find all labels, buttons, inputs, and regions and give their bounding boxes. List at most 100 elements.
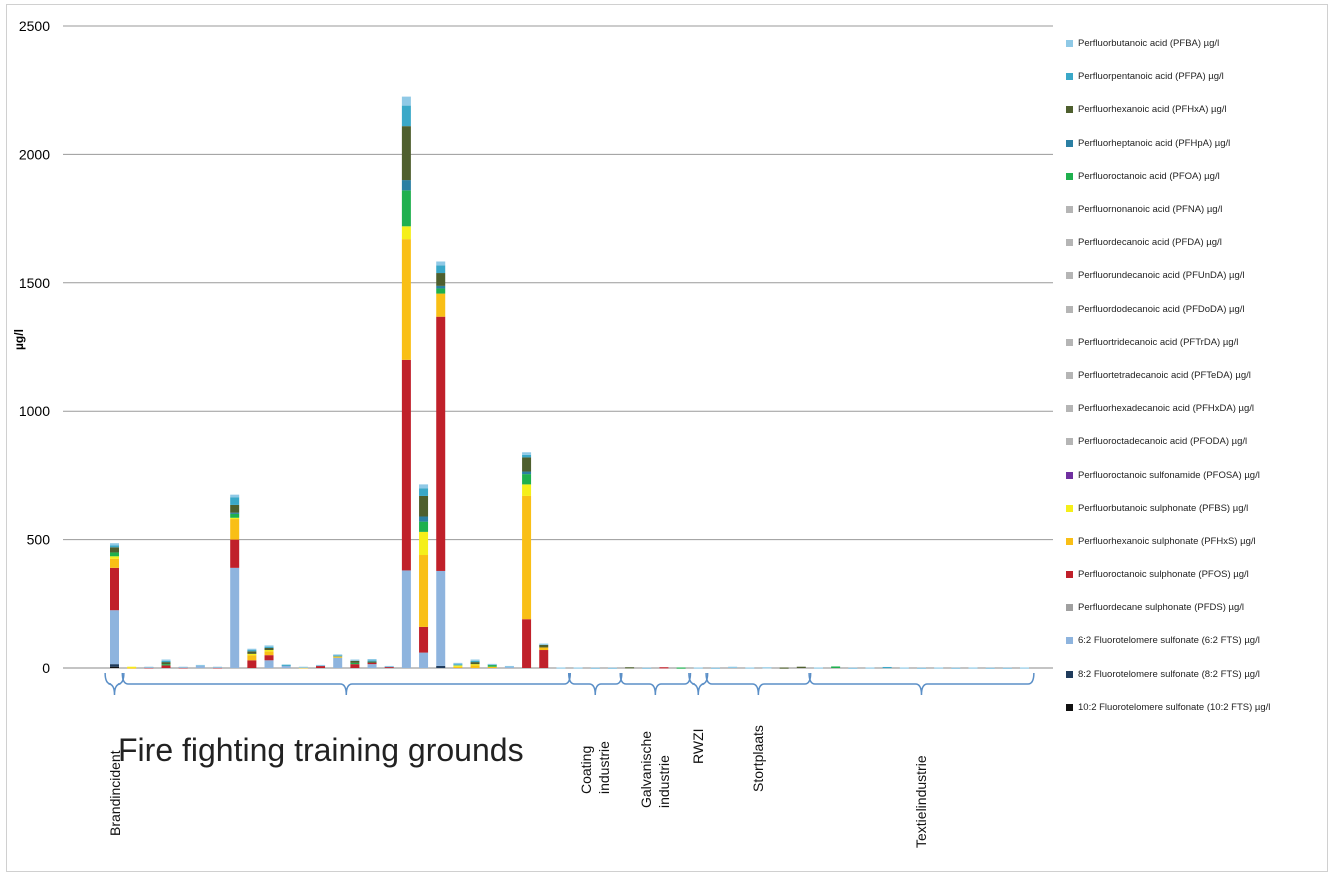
bar-stack: [728, 666, 738, 668]
bar-stack: [178, 666, 188, 669]
group-label-fire-fighting: Fire fighting training grounds: [118, 732, 524, 768]
legend-item: 10:2 Fluorotelomere sulfonate (10:2 FTS)…: [1066, 691, 1328, 724]
group-label: RWZI: [690, 728, 707, 764]
bar-segment: [436, 285, 446, 289]
bar-stack: [779, 667, 789, 669]
group-brace: [619, 672, 692, 696]
bar-segment: [401, 180, 411, 191]
legend-label: Perfluorundecanoic acid (PFUnDA) µg/l: [1078, 270, 1245, 282]
bar-segment: [401, 105, 411, 127]
group-brace: [104, 672, 125, 696]
bar-stack: [710, 667, 720, 669]
bar-segment: [350, 659, 360, 661]
legend-swatch: [1066, 537, 1073, 545]
bar-stack: [195, 664, 205, 668]
bar-stack: [470, 659, 480, 668]
bar-stack: [316, 664, 326, 668]
bar-segment: [110, 547, 119, 553]
bar-stack: [453, 662, 463, 668]
bar-segment: [264, 645, 274, 647]
y-axis-label: µg/l: [12, 329, 26, 350]
bar-stack: [1002, 667, 1012, 669]
bar-segment: [110, 556, 119, 559]
bar-segment: [419, 652, 429, 668]
legend-item: Perfluoroctanoic acid (PFOA) µg/l: [1066, 160, 1328, 193]
y-tick-label: 1000: [19, 403, 50, 419]
bar-segment: [264, 660, 274, 668]
bar-segment: [350, 662, 360, 665]
bar-stack: [796, 666, 806, 668]
bar-segment: [247, 653, 257, 656]
bar-segment: [161, 662, 171, 665]
legend-swatch: [1066, 305, 1073, 313]
bar-segment: [213, 666, 223, 668]
bar-segment: [110, 664, 119, 667]
legend-label: Perfluorbutanoic sulphonate (PFBS) µg/l: [1078, 502, 1249, 514]
bar-segment: [230, 512, 240, 514]
y-tick-label: 2500: [19, 18, 50, 34]
bar-segment: [419, 516, 429, 522]
bar-stack: [504, 665, 514, 668]
bar-segment: [110, 545, 119, 548]
legend-swatch: [1066, 604, 1073, 612]
bar-segment: [110, 543, 119, 546]
bar-segment: [316, 664, 326, 667]
bar-segment: [264, 651, 274, 656]
bar-stack: [968, 667, 978, 669]
bar-segment: [367, 664, 377, 668]
legend-swatch: [1066, 438, 1073, 446]
bar-segment: [110, 567, 119, 611]
bar-segment: [607, 667, 617, 669]
legend-swatch: [1066, 637, 1073, 645]
bar-segment: [865, 667, 875, 669]
legend-swatch: [1066, 471, 1073, 479]
bar-segment: [453, 665, 463, 667]
bar-segment: [195, 664, 205, 667]
bar-segment: [504, 666, 514, 668]
bar-segment: [144, 666, 154, 668]
bar-segment: [522, 452, 532, 455]
legend-label: Perfluoroctanoic sulphonate (PFOS) µg/l: [1078, 569, 1249, 581]
group-brace: [688, 672, 709, 696]
legend-item: Perfluorhexadecanoic acid (PFHxDA) µg/l: [1066, 392, 1328, 425]
legend-item: Perfluoroctanoic sulfonamide (PFOSA) µg/…: [1066, 458, 1328, 491]
bar-stack: [350, 659, 360, 668]
bar-stack: [985, 667, 995, 669]
bar-segment: [470, 659, 480, 661]
legend-label: 8:2 Fluorotelomere sulfonate (8:2 FTS) µ…: [1078, 668, 1260, 680]
bar-segment: [710, 667, 720, 669]
bar-segment: [384, 665, 394, 668]
bar-segment: [522, 457, 532, 472]
bar-segment: [436, 316, 446, 571]
bar-segment: [264, 650, 274, 652]
bar-segment: [453, 664, 463, 666]
legend-item: Perfluornonanoic acid (PFNA) µg/l: [1066, 193, 1328, 226]
legend-label: Perfluortridecanoic acid (PFTrDA) µg/l: [1078, 336, 1239, 348]
legend-item: Perfluordecane sulphonate (PFDS) µg/l: [1066, 591, 1328, 624]
bar-segment: [573, 667, 583, 669]
group-label: Galvanische industrie: [638, 730, 673, 808]
bar-segment: [693, 667, 703, 669]
bar-stack: [625, 667, 635, 669]
bar-segment: [659, 667, 669, 669]
bar-stack: [934, 667, 944, 669]
bar-segment: [522, 484, 532, 496]
bar-segment: [350, 664, 360, 668]
bar-segment: [470, 662, 480, 665]
bar-segment: [436, 665, 446, 668]
bar-segment: [728, 666, 738, 668]
bar-segment: [110, 610, 119, 665]
legend-label: Perfluortetradecanoic acid (PFTeDA) µg/l: [1078, 369, 1251, 381]
bar-segment: [676, 667, 686, 669]
bar-stack: [127, 666, 137, 669]
legend-swatch: [1066, 206, 1073, 214]
bar-segment: [522, 454, 532, 458]
bar-segment: [796, 666, 806, 668]
bar-segment: [522, 471, 532, 475]
bar-segment: [127, 666, 137, 668]
bar-segment: [401, 570, 411, 668]
legend-swatch: [1066, 571, 1073, 579]
bar-stack: [916, 667, 926, 669]
bar-stack: [882, 666, 892, 669]
